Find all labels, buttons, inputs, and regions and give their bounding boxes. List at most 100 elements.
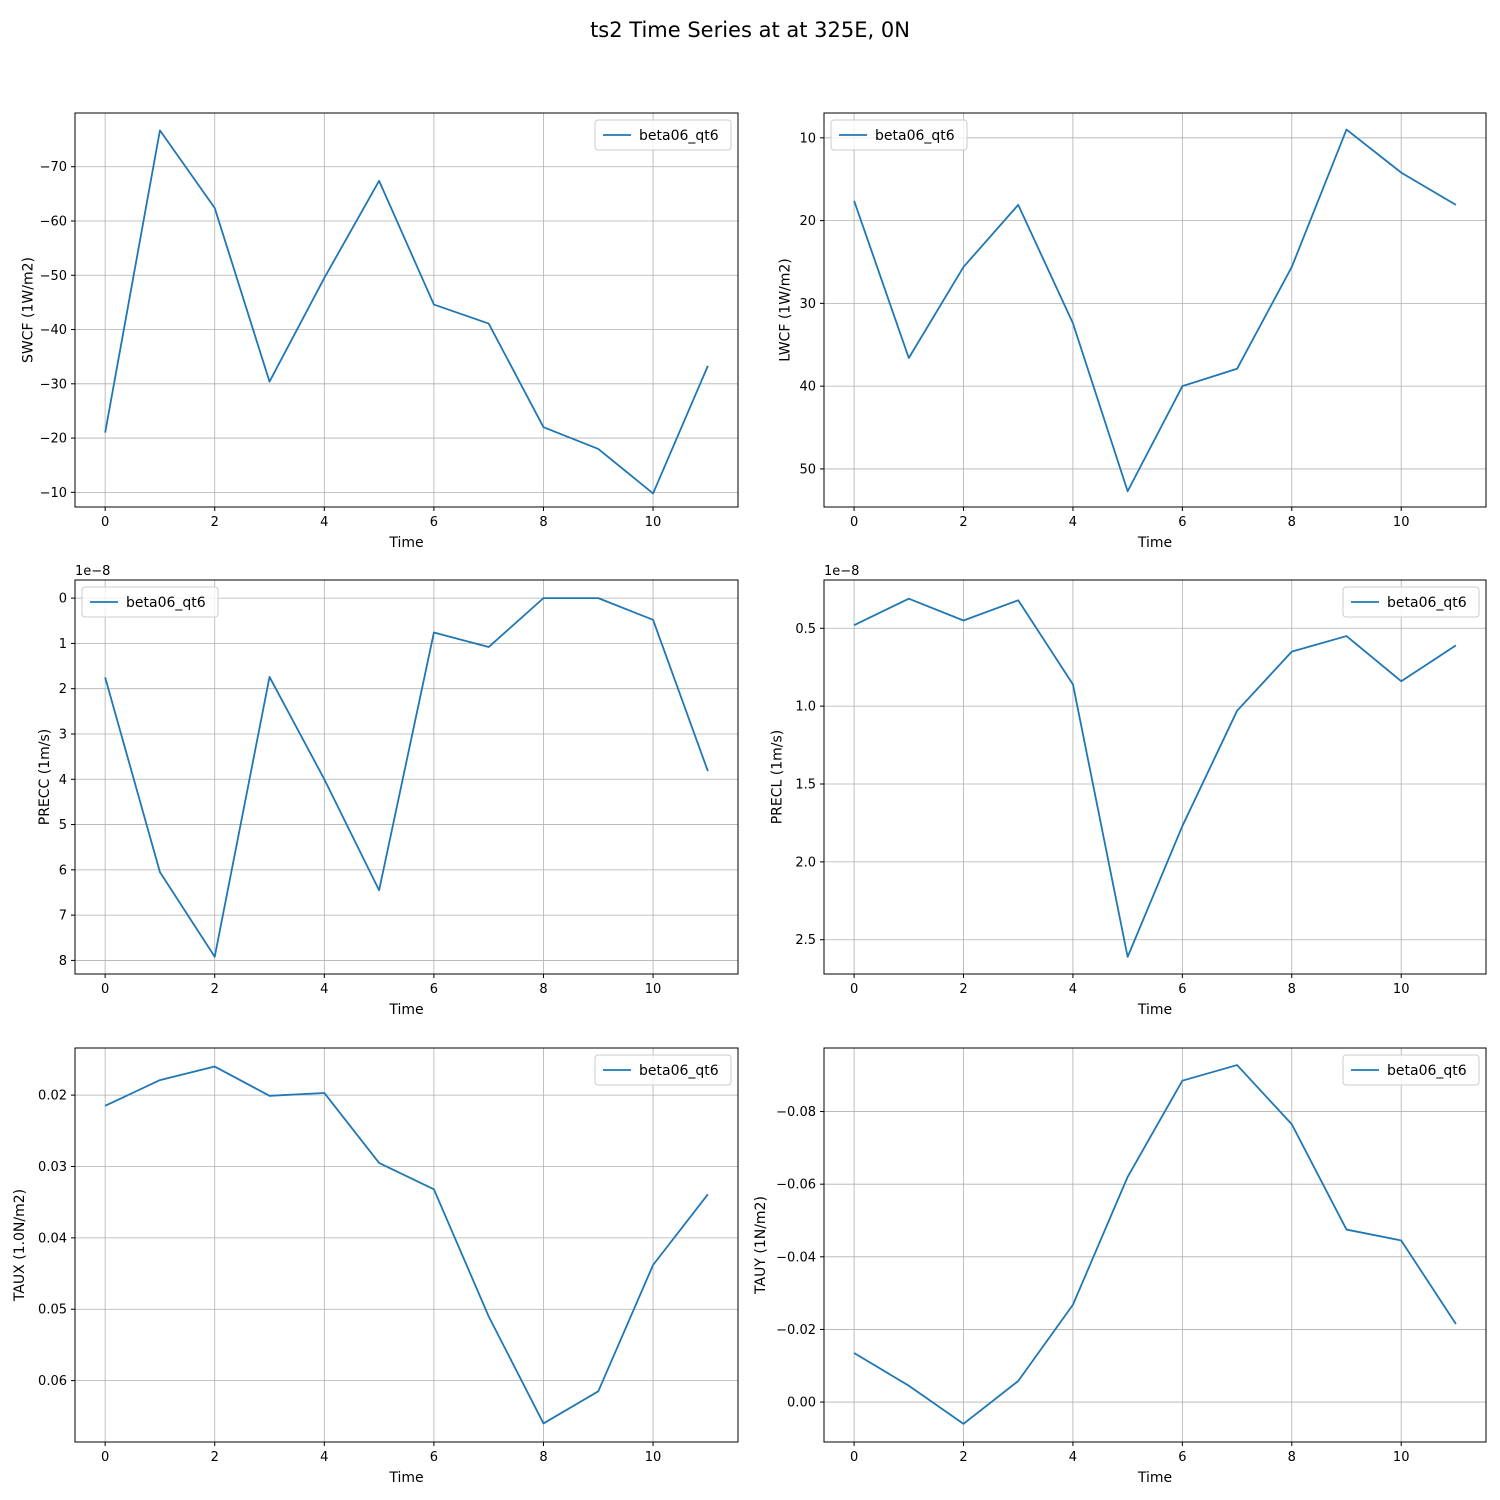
- x-tick-label: 2: [959, 1450, 967, 1465]
- y-tick-label: −50: [40, 269, 67, 284]
- y-tick-label: −30: [40, 377, 67, 392]
- y-tick-label: 0.03: [38, 1160, 67, 1175]
- x-tick-label: 0: [101, 982, 109, 997]
- x-tick-label: 10: [645, 1450, 662, 1465]
- subplot-3: 0 2 4 6 8 10 0 1 2 3 4 5 6 7 8 Time PRECC (1m/s) 1e−8 beta…: [37, 564, 739, 1018]
- x-tick-label: 0: [850, 1450, 858, 1465]
- x-tick-label: 6: [1178, 515, 1186, 530]
- y-tick-label: 2.5: [795, 933, 816, 948]
- legend-label: beta06_qt6: [126, 595, 206, 611]
- x-tick-label: 8: [539, 982, 547, 997]
- axes-frame: [74, 1047, 739, 1443]
- y-tick-label: 40: [799, 380, 816, 395]
- legend: beta06_qt6: [1342, 1054, 1480, 1086]
- x-tick-label: 2: [959, 982, 967, 997]
- axes-frame: [823, 112, 1487, 508]
- legend-box: [81, 586, 219, 618]
- x-tick-label: 2: [211, 1450, 219, 1465]
- x-tick-label: 0: [850, 515, 858, 530]
- x-tick-label: 4: [320, 515, 328, 530]
- x-tick-label: 4: [320, 1450, 328, 1465]
- x-tick-label: 8: [1288, 515, 1296, 530]
- y-tick-label: 2: [59, 682, 67, 697]
- y-tick-label: −60: [40, 214, 67, 229]
- legend: beta06_qt6: [594, 1054, 732, 1086]
- y-tick-label: 1.0: [795, 700, 816, 715]
- subplot-2: 0 2 4 6 8 10 10 20 30 40 50 Time LWCF (1W/m2) beta06_…: [778, 112, 1487, 551]
- legend-label: beta06_qt6: [1387, 595, 1467, 611]
- axes-frame: [74, 579, 739, 975]
- y-tick-label: 6: [59, 863, 67, 878]
- legend-label: beta06_qt6: [639, 1063, 719, 1079]
- y-tick-label: 20: [799, 214, 816, 229]
- y-tick-label: 0.00: [787, 1396, 816, 1411]
- x-axis-label: Time: [1137, 1002, 1172, 1018]
- legend: beta06_qt6: [1342, 586, 1480, 618]
- suptitle: ts2 Time Series at at 325E, 0N: [590, 18, 910, 42]
- axes-frame: [823, 579, 1487, 975]
- axes-frame: [823, 1047, 1487, 1443]
- subplot-4: 0 2 4 6 8 10 0.5 1.0 1.5 2.0 2.5 Time PRECL (1m/s) 1e…: [769, 564, 1487, 1018]
- x-tick-label: 2: [211, 982, 219, 997]
- y-tick-label: −40: [40, 323, 67, 338]
- series-line: [853, 128, 1457, 493]
- legend-box: [1342, 586, 1480, 618]
- y-axis-label: PRECC (1m/s): [37, 729, 53, 826]
- x-axis-label: Time: [388, 535, 423, 551]
- series-line: [853, 1064, 1457, 1425]
- x-tick-label: 8: [539, 515, 547, 530]
- y-tick-label: 0.02: [38, 1089, 67, 1104]
- y-tick-label: 8: [59, 954, 67, 969]
- y-tick-label: −0.06: [776, 1178, 816, 1193]
- y-axis-label: PRECL (1m/s): [769, 730, 785, 825]
- legend: beta06_qt6: [81, 586, 219, 618]
- legend: beta06_qt6: [594, 119, 732, 151]
- series-line: [853, 597, 1457, 958]
- x-tick-label: 10: [645, 982, 662, 997]
- subplot-5: 0 2 4 6 8 10 0.02 0.03 0.04 0.05 0.06 Time TAUX (1.0…: [12, 1047, 739, 1486]
- y-tick-label: 0.5: [795, 622, 816, 637]
- y-tick-label: 5: [59, 818, 67, 833]
- y-tick-label: −20: [40, 432, 67, 447]
- x-tick-label: 4: [1069, 1450, 1077, 1465]
- x-tick-label: 10: [1393, 515, 1410, 530]
- y-tick-label: −10: [40, 486, 67, 501]
- y-axis-label: SWCF (1W/m2): [20, 257, 36, 363]
- axes-frame: [74, 112, 739, 508]
- y-tick-label: 1: [59, 637, 67, 652]
- x-tick-label: 4: [1069, 515, 1077, 530]
- x-axis-label: Time: [388, 1002, 423, 1018]
- y-tick-label: −70: [40, 160, 67, 175]
- y-tick-label: 2.0: [795, 855, 816, 870]
- x-tick-label: 2: [211, 515, 219, 530]
- y-tick-label: 0.04: [38, 1231, 67, 1246]
- y-tick-label: 0.06: [38, 1374, 67, 1389]
- x-tick-label: 2: [959, 515, 967, 530]
- x-tick-label: 8: [1288, 1450, 1296, 1465]
- legend-box: [594, 119, 732, 151]
- y-offset-label: 1e−8: [75, 564, 110, 579]
- y-tick-label: 30: [799, 297, 816, 312]
- subplot-1: 0 2 4 6 8 10 −70 −60 −50 −40 −30 −20 −10 Time SWCF (1W…: [20, 112, 739, 551]
- legend-label: beta06_qt6: [1387, 1063, 1467, 1079]
- legend-box: [594, 1054, 732, 1086]
- x-tick-label: 4: [1069, 982, 1077, 997]
- x-tick-label: 8: [539, 1450, 547, 1465]
- x-tick-label: 6: [430, 515, 438, 530]
- x-tick-label: 10: [1393, 1450, 1410, 1465]
- y-tick-label: −0.04: [776, 1250, 816, 1265]
- x-tick-label: 10: [1393, 982, 1410, 997]
- x-axis-label: Time: [1137, 535, 1172, 551]
- subplot-6: 0 2 4 6 8 10 0.00 −0.02 −0.04 −0.06 −0.08 Time TAUY …: [753, 1047, 1487, 1486]
- legend-box: [830, 119, 968, 151]
- y-tick-label: −0.02: [776, 1323, 816, 1338]
- x-tick-label: 6: [430, 982, 438, 997]
- x-tick-label: 0: [101, 515, 109, 530]
- y-axis-label: TAUY (1N/m2): [753, 1196, 769, 1295]
- y-tick-label: 7: [59, 909, 67, 924]
- x-tick-label: 0: [850, 982, 858, 997]
- y-tick-label: 0: [59, 592, 67, 607]
